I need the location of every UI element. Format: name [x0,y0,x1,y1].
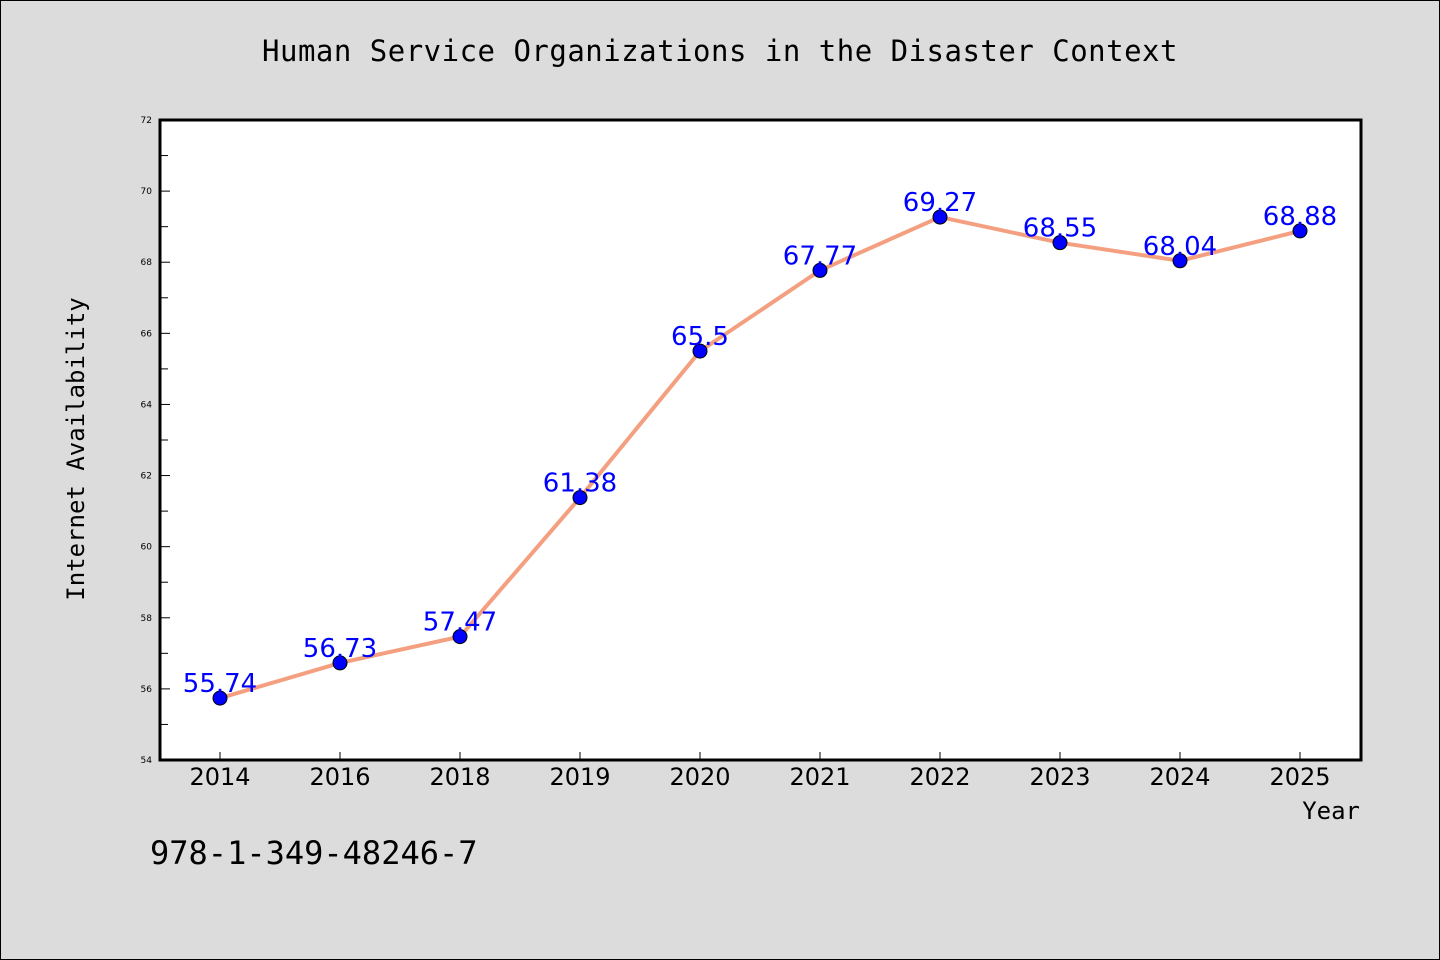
data-label: 57.47 [423,608,497,638]
isbn-footnote: 978-1-349-48246-7 [150,834,478,872]
plot-area [158,118,1363,762]
x-tick-label: 2018 [429,763,490,791]
x-tick-label: 2020 [669,763,730,791]
data-point [572,490,588,506]
y-tick-label: 60 [141,543,153,553]
x-tick-label: 2022 [909,763,970,791]
x-tick-label: 2014 [189,763,250,791]
data-label: 55.74 [183,669,257,699]
y-tick-label: 72 [141,116,152,126]
y-tick-label: 56 [141,685,153,695]
data-point [812,262,828,278]
y-tick-label: 64 [141,400,153,410]
data-label: 68.55 [1023,214,1097,244]
chart-title: Human Service Organizations in the Disas… [262,34,1178,68]
data-point [332,655,348,671]
series-line [219,215,1301,701]
y-tick-label: 62 [141,472,152,482]
data-point [452,629,468,645]
x-tick-label: 2025 [1269,763,1330,791]
x-tick-label: 2021 [789,763,850,791]
y-tick-label: 70 [141,187,153,197]
data-label: 61.38 [543,469,617,499]
data-label: 56.73 [303,634,377,664]
data-point [692,343,708,359]
x-tick-label: 2019 [549,763,610,791]
data-point [212,690,228,706]
data-label: 65.5 [671,322,729,352]
y-tick-label: 54 [141,756,153,766]
data-label: 67.77 [783,241,857,271]
data-label: 68.04 [1143,232,1217,262]
data-point [932,209,948,225]
data-point [1292,223,1308,239]
x-tick-label: 2024 [1149,763,1210,791]
x-tick-label: 2023 [1029,763,1090,791]
y-tick-label: 58 [141,614,153,624]
data-label: 69.27 [903,188,977,218]
data-point [1052,235,1068,251]
x-axis-label: Year [1302,797,1360,825]
data-label: 68.88 [1263,202,1337,232]
x-tick-label: 2016 [309,763,370,791]
y-tick-label: 68 [141,258,153,268]
data-point [1172,253,1188,269]
y-tick-label: 66 [141,329,153,339]
